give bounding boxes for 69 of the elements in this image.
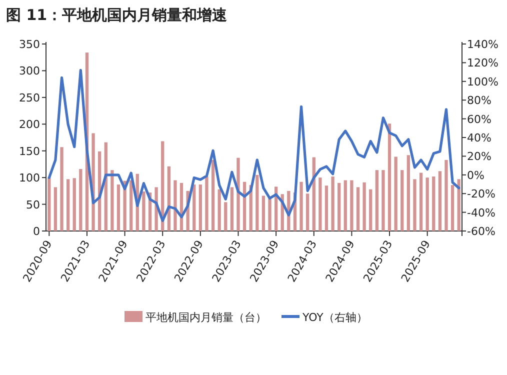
bar <box>142 191 146 231</box>
bar <box>450 185 454 231</box>
bar <box>205 176 208 231</box>
bar <box>375 170 378 231</box>
bar <box>324 186 328 231</box>
y-tick-label: 100 <box>19 172 40 185</box>
y2-tick-label: 20% <box>467 150 492 164</box>
bar <box>218 189 221 231</box>
bar <box>110 170 114 231</box>
bar <box>306 194 310 231</box>
y-tick-label: 300 <box>19 64 40 78</box>
bar <box>362 182 366 231</box>
y2-tick-label: 0% <box>467 168 484 182</box>
y2-tick-label: 80% <box>467 94 492 108</box>
bar <box>457 179 460 231</box>
bar <box>426 178 429 231</box>
bar <box>256 174 259 231</box>
y-tick-label: 150 <box>19 144 40 158</box>
bar <box>318 178 322 231</box>
bar <box>116 184 120 231</box>
chart-title: 图 11：平地机国内月销量和增速 <box>6 6 228 24</box>
bar <box>438 171 442 231</box>
bar <box>268 198 272 231</box>
bar <box>48 178 51 231</box>
bar <box>331 176 334 231</box>
bar <box>236 158 240 231</box>
y2-tick-label: -60% <box>467 225 496 238</box>
bar <box>406 155 410 231</box>
y2-tick-label: 100% <box>467 75 498 88</box>
y2-tick-label: -40% <box>467 206 496 220</box>
bar <box>369 189 372 231</box>
bar <box>192 184 196 231</box>
bar <box>344 180 347 231</box>
bar <box>230 187 234 231</box>
bar <box>400 170 404 231</box>
y-tick-label: 200 <box>19 118 40 132</box>
y2-tick-label: 40% <box>467 132 492 144</box>
bar <box>300 182 303 231</box>
bar <box>394 156 398 231</box>
bar <box>66 179 70 231</box>
bar <box>198 184 202 231</box>
bar <box>262 196 266 231</box>
legend-label: YOY（右轴） <box>302 311 368 324</box>
bar <box>54 187 58 231</box>
y-tick-label: 0 <box>33 225 40 238</box>
y2-tick-label: 120% <box>467 56 498 70</box>
bar <box>72 178 76 231</box>
bar <box>388 124 392 231</box>
y2-tick-label: -20% <box>467 188 496 201</box>
y2-tick-label: 140% <box>467 38 498 51</box>
bar <box>356 187 360 231</box>
bar <box>338 182 341 231</box>
bar <box>60 147 64 231</box>
bar <box>382 170 385 231</box>
y-tick-label: 250 <box>19 91 40 104</box>
bar <box>174 180 177 231</box>
bar <box>444 160 448 231</box>
bar <box>419 172 423 231</box>
bar <box>350 180 354 231</box>
legend-label: 平地机国内月销量（台） <box>146 311 266 324</box>
y-tick-label: 350 <box>19 38 40 51</box>
bar <box>432 176 436 231</box>
y2-tick-label: 60% <box>467 112 492 126</box>
bar <box>224 202 228 231</box>
y-tick-label: 50 <box>26 198 40 212</box>
bar <box>413 179 416 231</box>
bar <box>130 180 133 231</box>
bar <box>211 160 215 231</box>
bar <box>79 169 82 231</box>
